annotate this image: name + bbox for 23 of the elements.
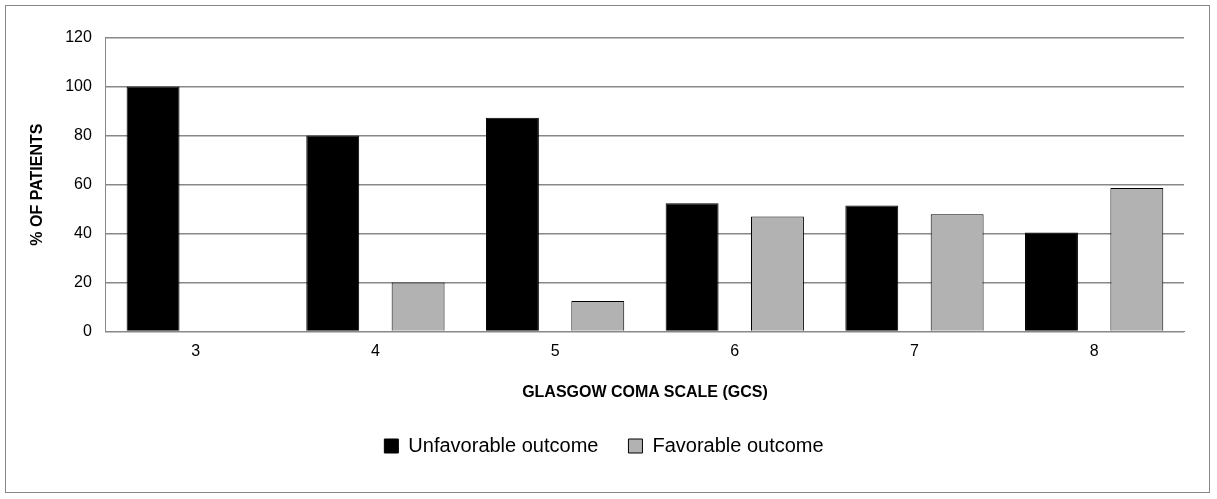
- x-tick-label: 5: [550, 341, 560, 359]
- y-tick-label: 100: [65, 77, 92, 95]
- y-tick-label: 20: [74, 273, 92, 291]
- x-tick-label: 6: [730, 341, 740, 359]
- y-tick-label: 0: [82, 322, 92, 340]
- bar: [845, 205, 899, 331]
- bar: [126, 86, 180, 331]
- legend-label: Unfavorable outcome: [408, 433, 599, 456]
- y-axis-title: % OF PATIENTS: [28, 123, 46, 246]
- x-tick-label: 3: [191, 341, 201, 359]
- legend-label: Favorable outcome: [652, 433, 824, 456]
- bar: [306, 135, 360, 331]
- y-tick-label: 120: [65, 28, 92, 46]
- x-tick-label: 4: [370, 341, 380, 359]
- x-tick-label: 8: [1089, 341, 1099, 359]
- x-axis-title: GLASGOW COMA SCALE (GCS): [522, 382, 768, 400]
- y-tick-label: 40: [74, 224, 92, 242]
- x-tick-label: 7: [910, 341, 920, 359]
- y-tick-label: 80: [74, 126, 92, 144]
- bar: [1025, 232, 1078, 331]
- bar: [665, 203, 719, 331]
- bar: [485, 117, 539, 331]
- y-tick-label: 60: [74, 175, 92, 193]
